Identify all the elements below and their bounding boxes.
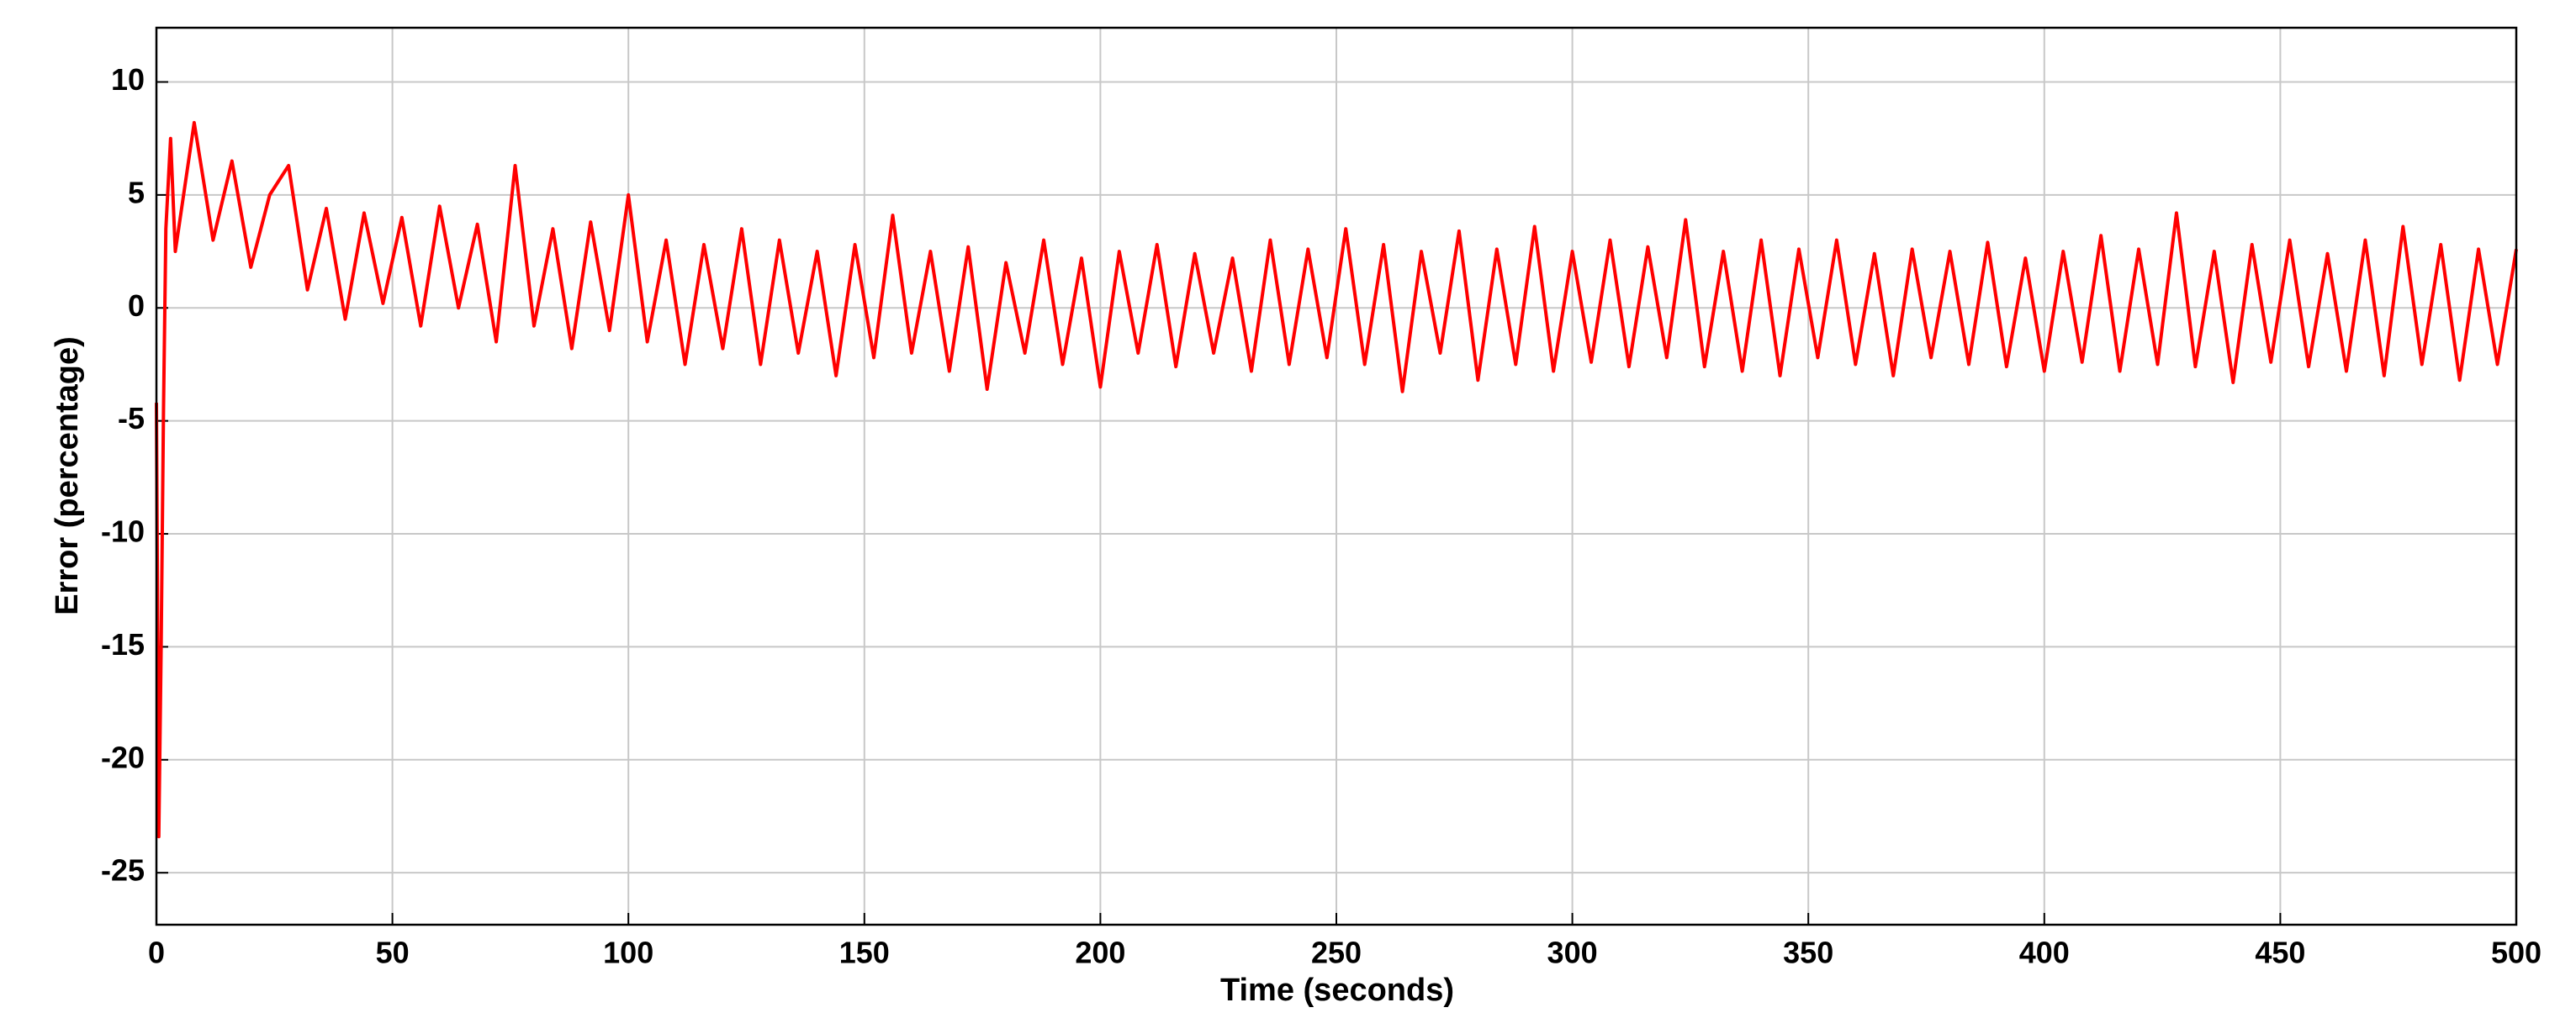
y-tick-label: -15: [101, 627, 145, 662]
x-tick-label: 400: [2019, 936, 2070, 970]
x-tick-label: 200: [1075, 936, 1125, 970]
y-tick-label: -25: [101, 853, 145, 888]
data-line: [155, 120, 2518, 839]
x-tick-label: 50: [376, 936, 410, 970]
y-tick-label: 5: [128, 175, 145, 209]
y-axis-label: Error (percentage): [50, 336, 85, 615]
x-tick-label: 450: [2255, 936, 2305, 970]
y-tick-label: 0: [128, 288, 145, 323]
plot-frame: [155, 26, 2518, 926]
x-tick-label: 0: [148, 936, 165, 970]
x-tick-label: 250: [1311, 936, 1362, 970]
x-tick-label: 100: [603, 936, 653, 970]
y-tick-label: 10: [111, 62, 145, 97]
y-tick-label: -20: [101, 740, 145, 774]
x-tick-label: 150: [839, 936, 890, 970]
y-tick-label: -10: [101, 514, 145, 549]
x-tick-label: 300: [1547, 936, 1598, 970]
x-tick-label: 350: [1783, 936, 1833, 970]
y-tick-label: -5: [118, 401, 145, 435]
x-axis-label: Time (seconds): [1220, 973, 1454, 1008]
x-tick-label: 500: [2491, 936, 2542, 970]
